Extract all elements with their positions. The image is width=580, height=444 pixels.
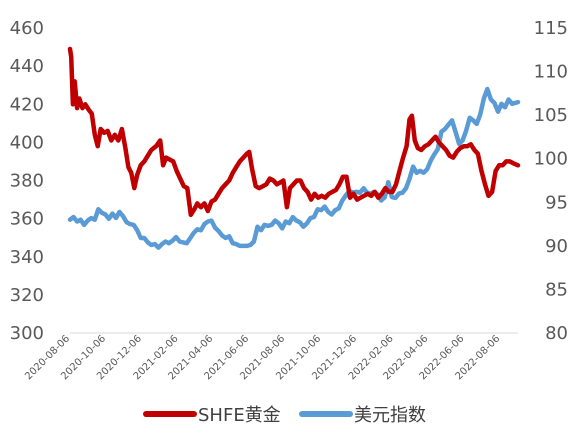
right-y-tick-label: 90 (545, 236, 568, 257)
right-y-tick-label: 80 (545, 323, 568, 344)
left-y-tick-label: 440 (10, 56, 44, 77)
left-y-tick-label: 300 (10, 323, 44, 344)
legend-label: 美元指数 (354, 405, 426, 426)
usd-index-line (67, 86, 521, 250)
shfe-gold-line (67, 46, 521, 218)
left-y-tick-label: 420 (10, 94, 44, 115)
legend-label: SHFE黄金 (198, 405, 281, 426)
left-y-tick-label: 400 (10, 132, 44, 153)
left-y-tick-label: 340 (10, 247, 44, 268)
right-y-tick-label: 95 (545, 192, 568, 213)
left-y-tick-label: 380 (10, 171, 44, 192)
x-axis: 2020-08-062020-10-062020-12-062021-02-06… (23, 332, 518, 382)
left-y-tick-label: 360 (10, 209, 44, 230)
right-y-tick-label: 105 (534, 105, 568, 126)
left-y-tick-label: 460 (10, 18, 44, 39)
series-layer (67, 46, 521, 250)
right-y-tick-label: 85 (545, 279, 568, 300)
right-y-tick-label: 110 (534, 62, 568, 83)
right-y-tick-label: 115 (534, 18, 568, 39)
right-y-axis: 80 85 90 95 100 105 110 115 (534, 18, 568, 344)
left-y-axis: 300 320 340 360 380 400 420 440 460 (10, 18, 44, 344)
legend: SHFE黄金 美元指数 (143, 405, 426, 426)
right-y-tick-label: 100 (534, 149, 568, 170)
left-y-tick-label: 320 (10, 285, 44, 306)
